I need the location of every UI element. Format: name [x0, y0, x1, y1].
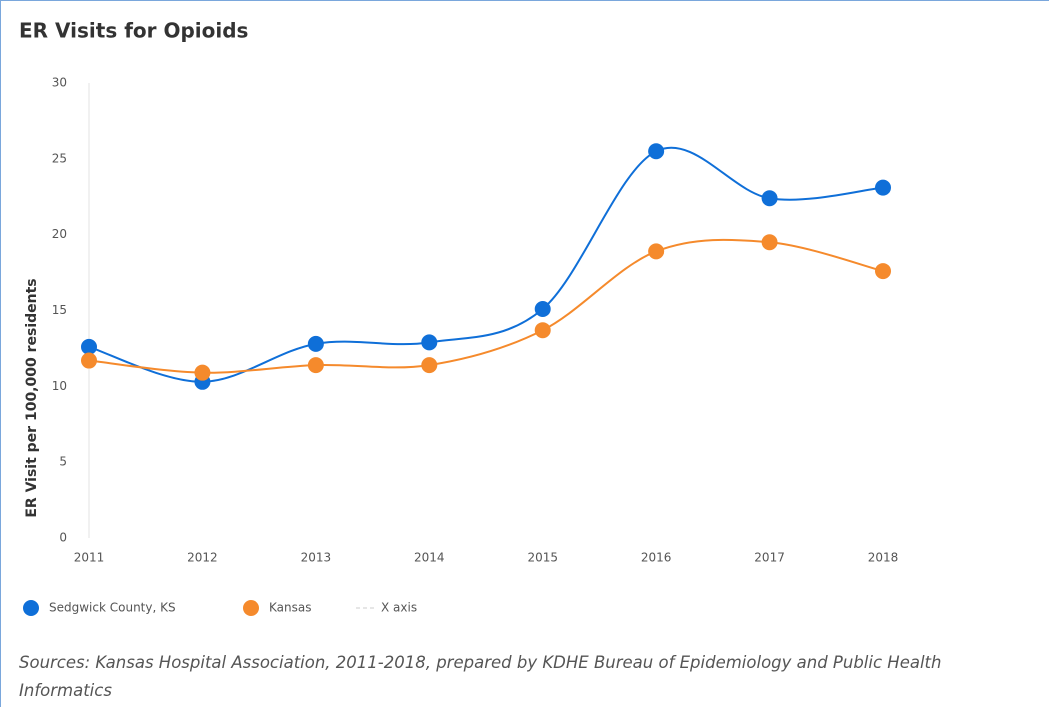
x-tick-label: 2012	[187, 551, 218, 565]
legend-marker	[243, 600, 259, 616]
legend-label: Sedgwick County, KS	[49, 601, 176, 615]
data-point	[81, 338, 97, 355]
data-point	[875, 179, 891, 196]
chart: ER Visits for Opioids ER Visit per 100,0…	[19, 19, 899, 616]
x-tick-label: 2016	[641, 551, 672, 565]
y-tick-label: 5	[59, 455, 67, 469]
data-point	[761, 234, 778, 251]
series-line	[88, 146, 884, 383]
data-point	[194, 364, 211, 381]
legend-marker	[23, 600, 39, 616]
y-axis-label: ER Visit per 100,000 residents	[24, 278, 40, 517]
legend-label: Kansas	[269, 601, 311, 615]
data-point	[761, 190, 778, 207]
data-point	[81, 352, 97, 369]
x-tick-label: 2017	[754, 551, 785, 565]
y-tick-label: 20	[52, 227, 67, 241]
x-tick-label: 2013	[301, 551, 332, 565]
data-point	[307, 335, 324, 352]
data-point	[534, 322, 551, 339]
data-point	[307, 357, 324, 374]
x-tick-label: 2018	[868, 551, 899, 565]
legend-label: X axis	[381, 601, 417, 615]
series-line	[88, 238, 884, 374]
data-point	[648, 143, 665, 160]
y-tick-label: 25	[52, 151, 67, 165]
x-tick-label: 2015	[527, 551, 558, 565]
y-tick-label: 10	[52, 379, 67, 393]
data-point	[534, 300, 551, 317]
data-point	[421, 334, 438, 351]
y-tick-label: 30	[52, 76, 67, 90]
chart-title: ER Visits for Opioids	[19, 19, 248, 43]
source-note: Sources: Kansas Hospital Association, 20…	[19, 653, 942, 700]
x-tick-label: 2014	[414, 551, 445, 565]
data-point	[648, 243, 665, 260]
data-point	[875, 263, 891, 280]
x-tick-label: 2011	[74, 551, 105, 565]
data-point	[421, 357, 438, 374]
y-tick-label: 15	[52, 303, 67, 317]
y-tick-label: 0	[59, 531, 67, 545]
